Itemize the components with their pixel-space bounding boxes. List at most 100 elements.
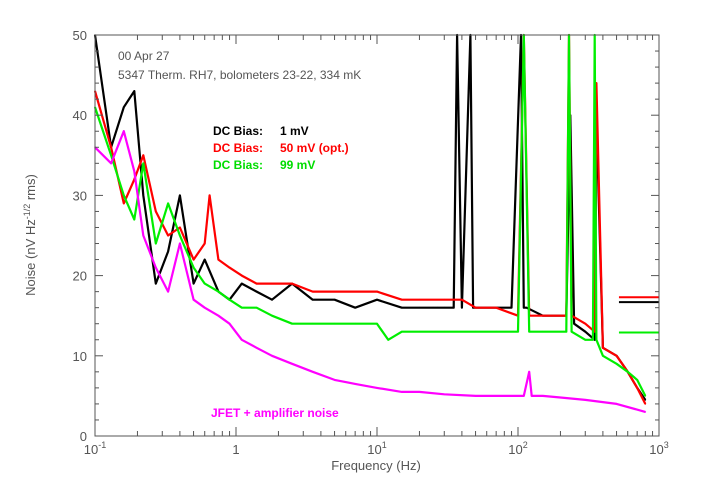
series-point-dc-bias-1-mv: [452, 306, 455, 309]
series-point-dc-bias-99-mv: [615, 363, 618, 365]
y-tick-label: 30: [73, 188, 87, 203]
x-tick-label: 1: [232, 442, 239, 457]
legend-item-50mv: DC Bias: 50 mV (opt.): [213, 141, 349, 155]
series-point-dc-bias-99-mv: [291, 322, 293, 325]
series-point-dc-bias-50-mv-opt: [291, 282, 293, 285]
series-point-dc-bias-50-mv-opt: [203, 242, 206, 245]
y-tick-label: 20: [73, 269, 87, 284]
series-point-dc-bias-50-mv-opt: [208, 194, 211, 197]
series-point-dc-bias-50-mv-opt: [179, 226, 181, 229]
series-point-jfet-amplifier-noise: [255, 347, 258, 349]
series-point-dc-bias-99-mv: [155, 242, 157, 245]
series-point-dc-bias-50-mv-opt: [155, 210, 157, 213]
series-point-dc-bias-1-mv: [525, 306, 528, 309]
series-point-dc-bias-1-mv: [311, 298, 314, 301]
series-point-dc-bias-50-mv-opt: [636, 387, 638, 389]
series-point-dc-bias-1-mv: [179, 194, 181, 197]
series-point-dc-bias-1-mv: [523, 306, 525, 309]
series-point-jfet-amplifier-noise: [333, 379, 336, 381]
legend: DC Bias: 1 mV DC Bias: 50 mV (opt.) DC B…: [213, 124, 349, 172]
legend-item-1mv: DC Bias: 1 mV: [213, 124, 309, 138]
series-point-jfet-amplifier-noise: [167, 290, 169, 293]
series-point-dc-bias-99-mv: [333, 322, 336, 325]
y-tick-label: 10: [73, 349, 87, 364]
series-point-dc-bias-99-mv: [644, 395, 647, 397]
series-point-dc-bias-99-mv: [443, 330, 446, 333]
series-point-dc-bias-1-mv: [461, 306, 463, 309]
series-point-jfet-amplifier-noise: [474, 395, 477, 397]
legend-value-1mv: 1 mV: [280, 124, 309, 138]
jfet-series-label: JFET + amplifier noise: [211, 406, 339, 420]
series-point-jfet-amplifier-noise: [401, 391, 403, 393]
series-point-dc-bias-99-mv: [167, 202, 169, 205]
series-point-dc-bias-1-mv: [142, 194, 145, 197]
series-point-dc-bias-99-mv: [495, 330, 498, 333]
series-point-jfet-amplifier-noise: [418, 391, 421, 393]
series-line-dc-bias-99-mv: [93, 33, 647, 397]
series-point-jfet-amplifier-noise: [528, 371, 530, 373]
series-point-dc-bias-99-mv: [179, 234, 181, 237]
series-point-jfet-amplifier-noise: [517, 395, 519, 397]
annotation-date: 00 Apr 27: [118, 49, 170, 63]
series-point-dc-bias-1-mv: [354, 306, 357, 309]
series-point-jfet-amplifier-noise: [542, 395, 544, 397]
series-point-jfet-amplifier-noise: [241, 339, 243, 341]
series-point-dc-bias-99-mv: [311, 322, 314, 325]
series-point-dc-bias-1-mv: [437, 306, 439, 309]
series-point-dc-bias-1-mv: [271, 298, 273, 301]
series-point-dc-bias-1-mv: [573, 322, 575, 325]
series-point-dc-bias-99-mv: [387, 339, 390, 341]
legend-value-50mv: 50 mV (opt.): [280, 141, 349, 155]
series-point-dc-bias-99-mv: [636, 379, 638, 381]
y-axis-label: Noise (nV Hz-1/2 rms): [22, 174, 38, 296]
series-point-jfet-amplifier-noise: [291, 363, 293, 365]
series-point-jfet-amplifier-noise: [155, 266, 157, 269]
legend-value-99mv: 99 mV: [280, 158, 315, 172]
series-point-dc-bias-50-mv-opt: [333, 290, 336, 293]
series-point-jfet-amplifier-noise: [179, 242, 181, 245]
series-point-dc-bias-1-mv: [510, 306, 513, 309]
series-point-dc-bias-1-mv: [203, 258, 206, 261]
series-point-dc-bias-1-mv: [593, 339, 596, 341]
series-point-dc-bias-99-mv: [474, 330, 477, 333]
series-point-jfet-amplifier-noise: [559, 396, 562, 399]
series-point-dc-bias-99-mv: [142, 162, 145, 165]
series-point-dc-bias-50-mv-opt: [602, 347, 604, 349]
series-point-dc-bias-50-mv-opt: [584, 322, 587, 325]
series-point-dc-bias-99-mv: [418, 330, 421, 333]
series-point-dc-bias-50-mv-opt: [401, 298, 403, 301]
series-point-dc-bias-99-mv: [217, 290, 220, 293]
series-point-jfet-amplifier-noise: [495, 395, 498, 397]
series-point-jfet-amplifier-noise: [123, 130, 125, 132]
series-point-jfet-amplifier-noise: [644, 411, 647, 413]
series-point-dc-bias-50-mv-opt: [461, 298, 463, 301]
series-point-dc-bias-1-mv: [644, 399, 647, 401]
series-point-jfet-amplifier-noise: [311, 371, 314, 373]
y-axis-label-unit: rms): [23, 174, 38, 204]
y-tick-label: 0: [80, 429, 87, 444]
annotation-description: 5347 Therm. RH7, bolometers 23-22, 334 m…: [118, 68, 361, 82]
series-point-dc-bias-1-mv: [401, 306, 403, 309]
series-point-dc-bias-99-mv: [255, 306, 258, 309]
series-point-dc-bias-99-mv: [354, 322, 357, 325]
series-point-dc-bias-99-mv: [570, 330, 573, 333]
series-point-dc-bias-50-mv-opt: [167, 234, 169, 237]
y-axis-label-exponent: -1/2: [22, 204, 32, 220]
series-point-dc-bias-50-mv-opt: [443, 298, 446, 301]
series-point-dc-bias-1-mv: [584, 330, 587, 333]
legend-item-99mv: DC Bias: 99 mV: [213, 158, 315, 172]
y-tick-label: 50: [73, 28, 87, 43]
series-point-dc-bias-1-mv: [255, 290, 258, 293]
series-point-dc-bias-1-mv: [333, 298, 336, 301]
series-point-jfet-amplifier-noise: [354, 383, 357, 385]
series-point-dc-bias-50-mv-opt: [495, 306, 498, 309]
series-point-dc-bias-50-mv-opt: [311, 290, 314, 293]
series-point-dc-bias-99-mv: [203, 282, 206, 285]
series-point-dc-bias-50-mv-opt: [644, 403, 647, 405]
series-point-dc-bias-1-mv: [241, 282, 243, 285]
series-point-dc-bias-1-mv: [376, 298, 378, 301]
series-point-dc-bias-99-mv: [602, 355, 604, 357]
series-point-jfet-amplifier-noise: [133, 170, 136, 173]
series-line-jfet-amplifier-noise: [94, 130, 646, 413]
